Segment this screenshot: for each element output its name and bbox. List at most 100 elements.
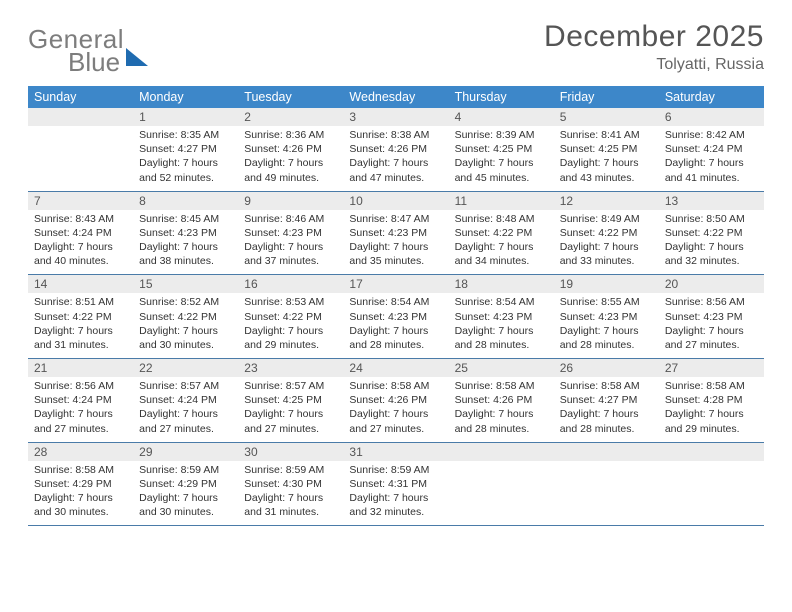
daylight-line2: and 27 minutes. [349,422,442,436]
sunset-text: Sunset: 4:22 PM [665,226,758,240]
daylight-line1: Daylight: 7 hours [560,240,653,254]
sunset-text: Sunset: 4:24 PM [34,393,127,407]
daylight-line1: Daylight: 7 hours [349,491,442,505]
day-number: 1 [133,108,238,126]
day-number: 16 [238,275,343,293]
day-number: 31 [343,443,448,461]
sunrise-text: Sunrise: 8:51 AM [34,295,127,309]
daylight-line2: and 28 minutes. [349,338,442,352]
month-title: December 2025 [544,20,764,54]
day-number: 18 [449,275,554,293]
calendar-cell: 22Sunrise: 8:57 AMSunset: 4:24 PMDayligh… [133,359,238,443]
calendar-cell: 31Sunrise: 8:59 AMSunset: 4:31 PMDayligh… [343,442,448,526]
calendar-head: SundayMondayTuesdayWednesdayThursdayFrid… [28,86,764,108]
daylight-line1: Daylight: 7 hours [139,491,232,505]
sunrise-text: Sunrise: 8:46 AM [244,212,337,226]
daylight-line2: and 28 minutes. [455,338,548,352]
calendar-cell: 7Sunrise: 8:43 AMSunset: 4:24 PMDaylight… [28,191,133,275]
sunset-text: Sunset: 4:24 PM [139,393,232,407]
location-label: Tolyatti, Russia [544,56,764,74]
weekday-header: Monday [133,86,238,108]
sunset-text: Sunset: 4:26 PM [455,393,548,407]
calendar-cell: 9Sunrise: 8:46 AMSunset: 4:23 PMDaylight… [238,191,343,275]
daylight-line2: and 31 minutes. [34,338,127,352]
daylight-line2: and 52 minutes. [139,171,232,185]
daylight-line1: Daylight: 7 hours [455,324,548,338]
daylight-line2: and 33 minutes. [560,254,653,268]
sunrise-text: Sunrise: 8:57 AM [244,379,337,393]
day-number: 30 [238,443,343,461]
sunset-text: Sunset: 4:24 PM [34,226,127,240]
calendar-cell-empty [554,442,659,526]
day-body: Sunrise: 8:36 AMSunset: 4:26 PMDaylight:… [238,126,343,191]
daylight-line2: and 30 minutes. [139,505,232,519]
calendar-cell: 1Sunrise: 8:35 AMSunset: 4:27 PMDaylight… [133,108,238,191]
calendar-cell: 30Sunrise: 8:59 AMSunset: 4:30 PMDayligh… [238,442,343,526]
brand-logo: General Blue [28,24,148,78]
sunrise-text: Sunrise: 8:53 AM [244,295,337,309]
sunrise-text: Sunrise: 8:58 AM [560,379,653,393]
day-number: 21 [28,359,133,377]
sunrise-text: Sunrise: 8:39 AM [455,128,548,142]
day-body: Sunrise: 8:35 AMSunset: 4:27 PMDaylight:… [133,126,238,191]
daylight-line1: Daylight: 7 hours [244,156,337,170]
sunrise-text: Sunrise: 8:48 AM [455,212,548,226]
sunrise-text: Sunrise: 8:54 AM [349,295,442,309]
day-body: Sunrise: 8:42 AMSunset: 4:24 PMDaylight:… [659,126,764,191]
sunset-text: Sunset: 4:29 PM [139,477,232,491]
day-body [449,461,554,513]
daylight-line2: and 28 minutes. [455,422,548,436]
daylight-line1: Daylight: 7 hours [34,240,127,254]
day-number [554,443,659,461]
calendar-cell: 29Sunrise: 8:59 AMSunset: 4:29 PMDayligh… [133,442,238,526]
day-number: 28 [28,443,133,461]
daylight-line1: Daylight: 7 hours [560,156,653,170]
daylight-line1: Daylight: 7 hours [139,240,232,254]
daylight-line2: and 41 minutes. [665,171,758,185]
sunrise-text: Sunrise: 8:49 AM [560,212,653,226]
day-body: Sunrise: 8:46 AMSunset: 4:23 PMDaylight:… [238,210,343,275]
calendar-cell: 17Sunrise: 8:54 AMSunset: 4:23 PMDayligh… [343,275,448,359]
sunrise-text: Sunrise: 8:58 AM [34,463,127,477]
day-number: 27 [659,359,764,377]
sunset-text: Sunset: 4:28 PM [665,393,758,407]
daylight-line1: Daylight: 7 hours [139,324,232,338]
day-body: Sunrise: 8:45 AMSunset: 4:23 PMDaylight:… [133,210,238,275]
calendar-week-row: 28Sunrise: 8:58 AMSunset: 4:29 PMDayligh… [28,442,764,526]
sunrise-text: Sunrise: 8:56 AM [34,379,127,393]
day-number: 11 [449,192,554,210]
day-number: 3 [343,108,448,126]
daylight-line1: Daylight: 7 hours [34,324,127,338]
sunset-text: Sunset: 4:25 PM [455,142,548,156]
calendar-cell: 16Sunrise: 8:53 AMSunset: 4:22 PMDayligh… [238,275,343,359]
calendar-cell: 28Sunrise: 8:58 AMSunset: 4:29 PMDayligh… [28,442,133,526]
calendar-cell: 13Sunrise: 8:50 AMSunset: 4:22 PMDayligh… [659,191,764,275]
daylight-line2: and 32 minutes. [349,505,442,519]
calendar-cell: 6Sunrise: 8:42 AMSunset: 4:24 PMDaylight… [659,108,764,191]
calendar-cell: 3Sunrise: 8:38 AMSunset: 4:26 PMDaylight… [343,108,448,191]
calendar-cell: 12Sunrise: 8:49 AMSunset: 4:22 PMDayligh… [554,191,659,275]
weekday-header: Thursday [449,86,554,108]
daylight-line2: and 28 minutes. [560,338,653,352]
title-block: December 2025 Tolyatti, Russia [544,20,764,74]
calendar-cell-empty [659,442,764,526]
calendar-cell-empty [28,108,133,191]
sunset-text: Sunset: 4:25 PM [560,142,653,156]
day-body [554,461,659,513]
day-number [28,108,133,126]
sunset-text: Sunset: 4:22 PM [560,226,653,240]
day-body: Sunrise: 8:50 AMSunset: 4:22 PMDaylight:… [659,210,764,275]
day-body: Sunrise: 8:54 AMSunset: 4:23 PMDaylight:… [343,293,448,358]
daylight-line2: and 30 minutes. [139,338,232,352]
sunrise-text: Sunrise: 8:45 AM [139,212,232,226]
daylight-line2: and 40 minutes. [34,254,127,268]
sunrise-text: Sunrise: 8:43 AM [34,212,127,226]
daylight-line2: and 27 minutes. [244,422,337,436]
daylight-line2: and 27 minutes. [665,338,758,352]
calendar-cell: 8Sunrise: 8:45 AMSunset: 4:23 PMDaylight… [133,191,238,275]
day-number: 24 [343,359,448,377]
sunrise-text: Sunrise: 8:38 AM [349,128,442,142]
daylight-line1: Daylight: 7 hours [34,491,127,505]
calendar-cell: 26Sunrise: 8:58 AMSunset: 4:27 PMDayligh… [554,359,659,443]
sunrise-text: Sunrise: 8:55 AM [560,295,653,309]
